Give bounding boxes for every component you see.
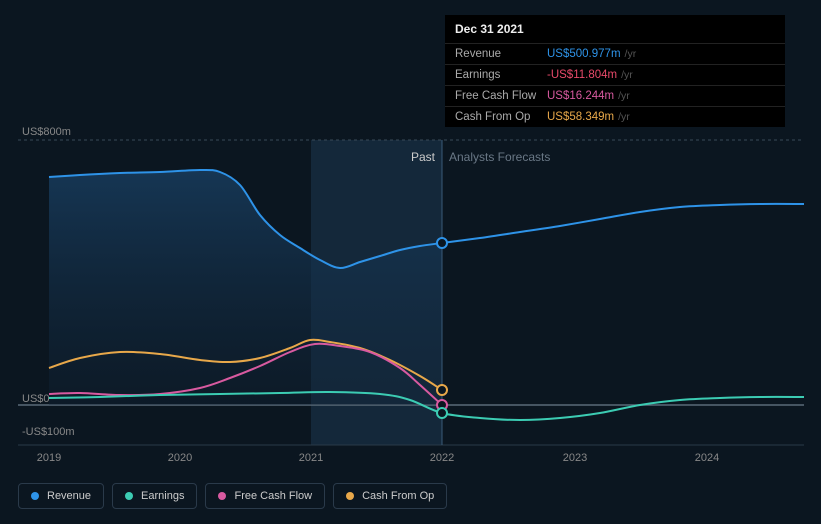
legend-item-fcf[interactable]: Free Cash Flow <box>205 483 325 509</box>
legend-item-earnings[interactable]: Earnings <box>112 483 197 509</box>
tooltip-value: -US$11.804m <box>547 69 617 81</box>
tooltip-unit: /yr <box>621 69 633 81</box>
chart-legend: Revenue Earnings Free Cash Flow Cash Fro… <box>18 483 447 509</box>
y-axis-label: US$0 <box>22 393 50 405</box>
legend-label: Revenue <box>47 490 91 502</box>
x-axis-label: 2021 <box>299 452 323 464</box>
tooltip-value: US$500.977m <box>547 48 621 60</box>
tooltip-label: Cash From Op <box>455 111 547 123</box>
y-axis-label: -US$100m <box>22 426 75 438</box>
tooltip-label: Revenue <box>455 48 547 60</box>
x-axis-label: 2022 <box>430 452 454 464</box>
y-axis-label: US$800m <box>22 126 71 138</box>
legend-item-revenue[interactable]: Revenue <box>18 483 104 509</box>
legend-dot <box>125 492 133 500</box>
forecast-label: Analysts Forecasts <box>449 150 550 164</box>
tooltip-row-revenue: Revenue US$500.977m /yr <box>445 43 785 64</box>
legend-item-cfo[interactable]: Cash From Op <box>333 483 447 509</box>
tooltip-row-earnings: Earnings -US$11.804m /yr <box>445 64 785 85</box>
tooltip-row-fcf: Free Cash Flow US$16.244m /yr <box>445 85 785 106</box>
tooltip-label: Earnings <box>455 69 547 81</box>
financials-chart: Past Analysts Forecasts Dec 31 2021 Reve… <box>0 0 821 524</box>
tooltip-row-cfo: Cash From Op US$58.349m /yr <box>445 106 785 127</box>
tooltip-unit: /yr <box>625 48 637 60</box>
tooltip-value: US$16.244m <box>547 90 614 102</box>
x-axis-label: 2023 <box>563 452 587 464</box>
tooltip-label: Free Cash Flow <box>455 90 547 102</box>
tooltip-date: Dec 31 2021 <box>445 15 785 43</box>
tooltip-unit: /yr <box>618 111 630 123</box>
x-axis-label: 2024 <box>695 452 719 464</box>
legend-label: Cash From Op <box>362 490 434 502</box>
legend-label: Free Cash Flow <box>234 490 312 502</box>
legend-dot <box>218 492 226 500</box>
tooltip-unit: /yr <box>618 90 630 102</box>
x-axis-label: 2019 <box>37 452 61 464</box>
legend-dot <box>346 492 354 500</box>
x-axis-label: 2020 <box>168 452 192 464</box>
legend-label: Earnings <box>141 490 184 502</box>
tooltip-value: US$58.349m <box>547 111 614 123</box>
past-label: Past <box>411 150 435 164</box>
legend-dot <box>31 492 39 500</box>
chart-tooltip: Dec 31 2021 Revenue US$500.977m /yr Earn… <box>445 15 785 127</box>
